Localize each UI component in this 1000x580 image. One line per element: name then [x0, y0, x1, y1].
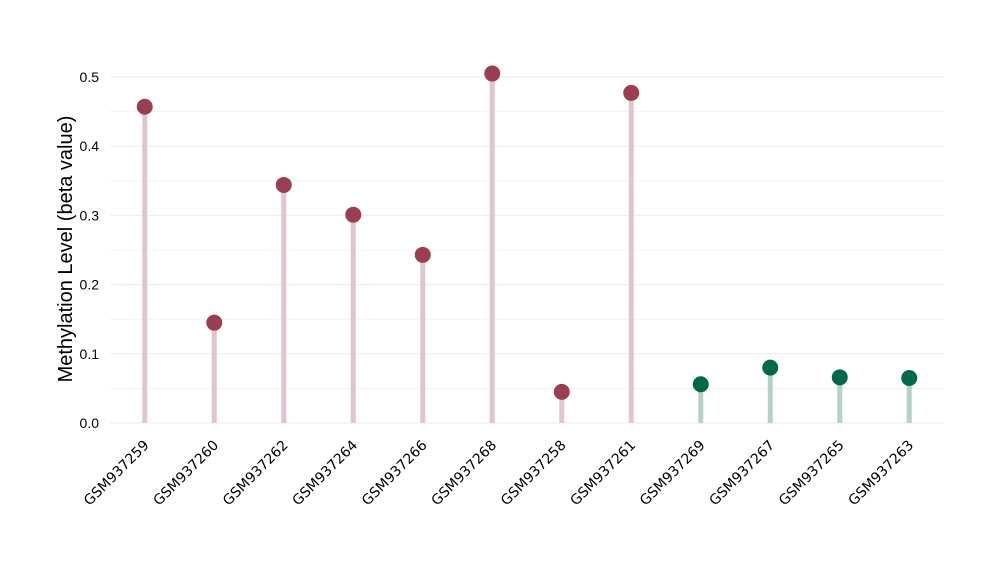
x-tick-label: GSM937259 — [81, 438, 153, 510]
lollipop-point — [206, 314, 223, 331]
lollipop-point — [345, 206, 362, 223]
lollipop-points — [136, 65, 918, 400]
y-tick-label: 0.5 — [80, 69, 100, 85]
x-tick-label: GSM937268 — [428, 438, 500, 510]
y-axis-title: Methylation Level (beta value) — [55, 116, 77, 383]
x-tick-label: GSM937262 — [220, 438, 292, 510]
y-tick-label: 0.0 — [80, 415, 100, 431]
x-tick-label: GSM937261 — [567, 438, 639, 510]
lollipop-point — [762, 359, 779, 376]
y-tick-label: 0.2 — [80, 277, 100, 293]
lollipop-point — [692, 376, 709, 393]
x-tick-label: GSM937260 — [150, 438, 222, 510]
x-tick-label: GSM937258 — [498, 438, 570, 510]
y-axis-ticks: 0.0 0.1 0.2 0.3 0.4 0.5 — [80, 69, 100, 431]
x-tick-label: GSM937266 — [359, 437, 431, 509]
y-tick-label: 0.1 — [80, 346, 100, 362]
x-axis-ticks: GSM937259GSM937260GSM937262GSM937264GSM9… — [81, 437, 917, 509]
lollipop-point — [623, 84, 640, 101]
lollipop-point — [831, 369, 848, 386]
gridlines — [110, 76, 944, 424]
lollipop-point — [553, 383, 570, 400]
x-tick-label: GSM937265 — [776, 438, 848, 510]
lollipop-point — [136, 98, 153, 115]
x-tick-label: GSM937269 — [637, 438, 709, 510]
lollipop-point — [484, 65, 501, 82]
y-tick-label: 0.3 — [80, 207, 100, 223]
lollipop-point — [414, 246, 431, 263]
lollipop-stems — [142, 73, 912, 423]
x-tick-label: GSM937263 — [845, 438, 917, 510]
y-tick-label: 0.4 — [80, 138, 100, 154]
lollipop-point — [275, 176, 292, 193]
x-tick-label: GSM937264 — [289, 437, 361, 509]
lollipop-point — [901, 370, 918, 387]
x-tick-label: GSM937267 — [706, 438, 778, 510]
